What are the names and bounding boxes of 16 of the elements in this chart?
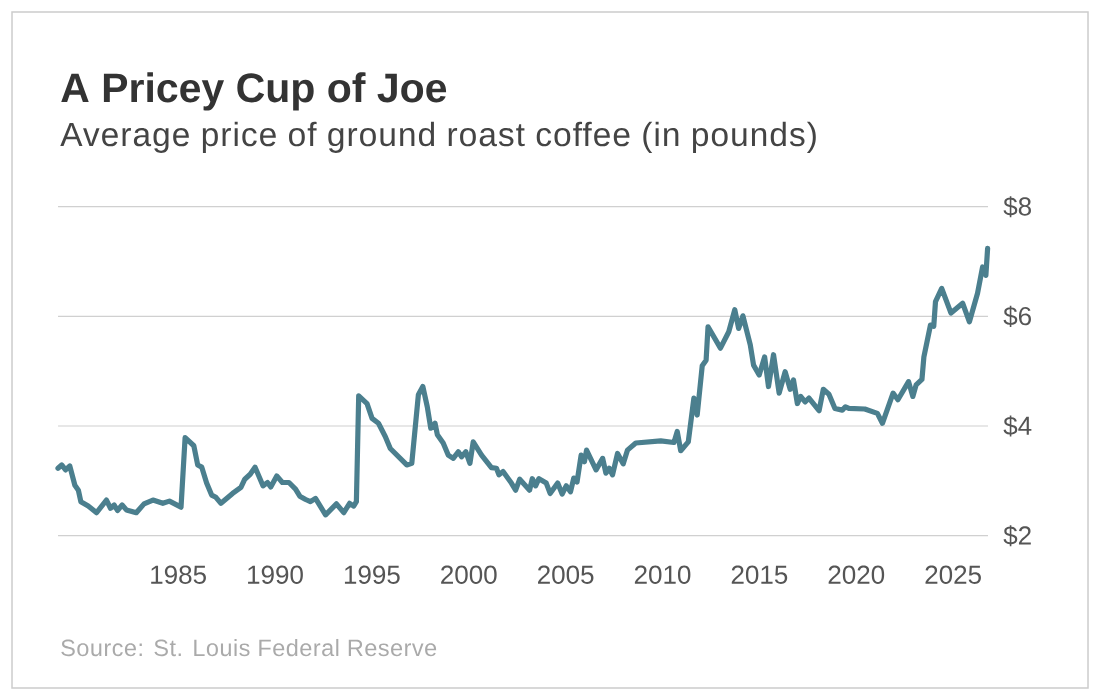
x-tick-label: 2015	[731, 565, 788, 584]
x-tick-label: 1995	[344, 565, 400, 584]
x-tick-label: 2010	[634, 565, 691, 584]
source-note: Source: St. Louis Federal Reserve	[61, 638, 437, 657]
x-tick-label: 2005	[538, 565, 594, 584]
y-tick-label: $4	[1003, 415, 1032, 437]
x-tick-label: 2025	[925, 565, 981, 584]
x-tick-label: 2000	[441, 565, 497, 584]
x-tick-label: 1990	[248, 565, 303, 584]
chart-subtitle: Average price of ground roast coffee (in pounds)	[60, 121, 816, 153]
x-tick-label: 1985	[151, 565, 206, 584]
y-tick-label: $8	[1003, 196, 1031, 218]
y-tick-label: $2	[1003, 525, 1031, 547]
chart-title: A Pricey Cup of Joe	[61, 72, 447, 111]
y-tick-label: $6	[1003, 305, 1031, 327]
x-tick-label: 2020	[828, 565, 885, 584]
